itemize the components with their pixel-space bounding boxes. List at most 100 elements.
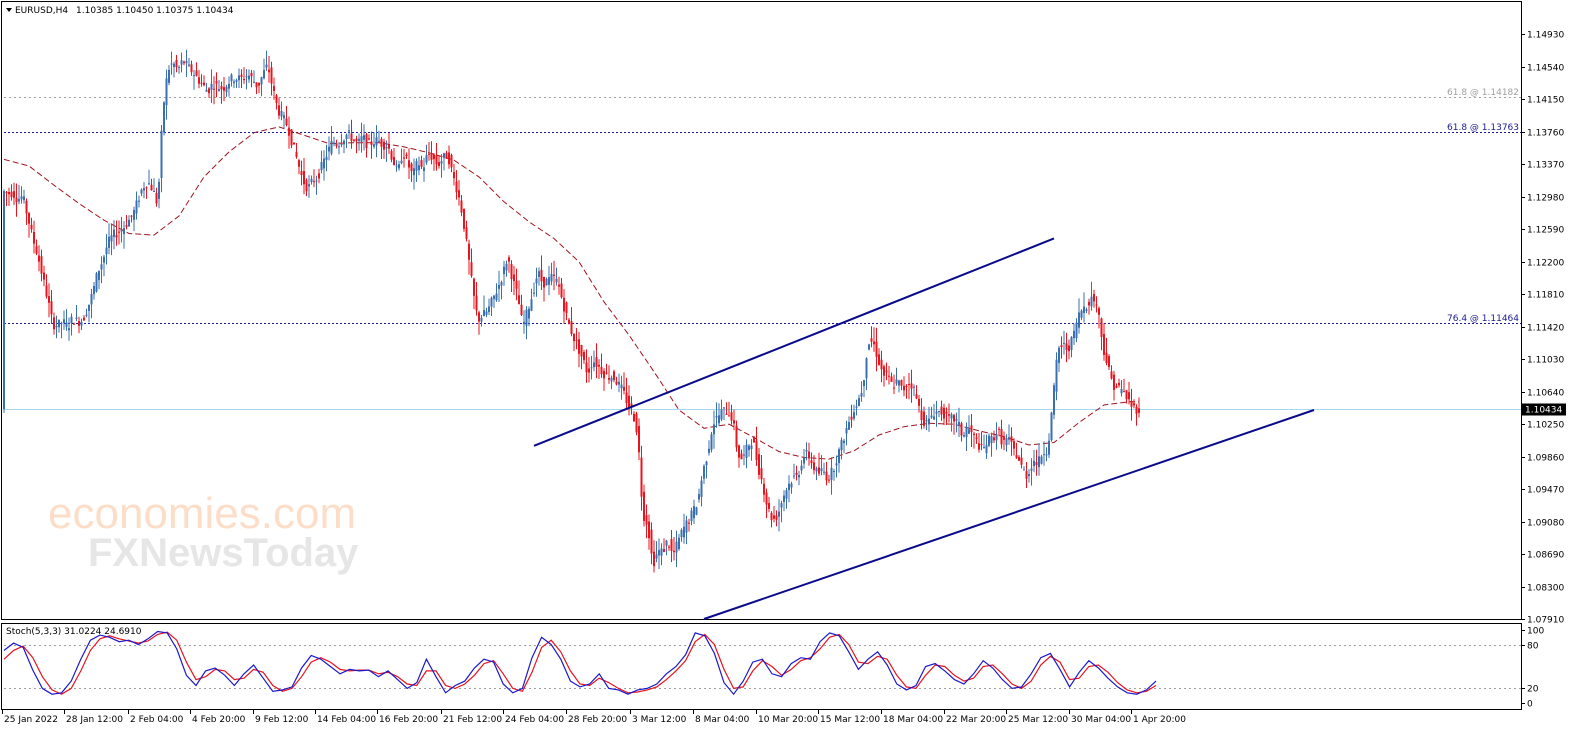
- candle-body: [528, 308, 530, 319]
- candle-body: [998, 428, 1000, 430]
- candle-body: [870, 338, 873, 342]
- candle-body: [1028, 474, 1030, 477]
- candle-body: [260, 77, 263, 85]
- candle-body: [745, 444, 748, 458]
- candle-body: [633, 413, 635, 422]
- candle-body: [523, 321, 525, 325]
- candle-body: [823, 471, 825, 473]
- candle-body: [790, 483, 793, 488]
- candle-body: [23, 196, 25, 201]
- candle-body: [33, 232, 35, 244]
- candle-body: [880, 359, 883, 370]
- candle-body: [210, 83, 213, 90]
- candle-body: [845, 428, 848, 434]
- candle-body: [860, 393, 863, 397]
- candle-body: [143, 188, 145, 191]
- candle-body: [665, 540, 668, 546]
- candle-body: [725, 414, 728, 415]
- candle-body: [950, 414, 953, 419]
- candle-body: [455, 181, 458, 193]
- candle-body: [438, 162, 440, 166]
- candle-body: [395, 165, 398, 167]
- candle-body: [593, 362, 595, 368]
- candle-body: [203, 82, 205, 86]
- candle-body: [418, 165, 420, 171]
- candle-body: [883, 366, 885, 376]
- candle-body: [358, 138, 360, 141]
- trend-channel[interactable]: [533, 237, 1315, 620]
- price-tick-label: 1.11810: [1527, 291, 1564, 301]
- time-tick-label: 15 Mar 12:00: [820, 715, 880, 725]
- candle-body: [285, 118, 288, 125]
- time-tick-label: 24 Feb 04:00: [505, 715, 564, 725]
- candle-body: [1118, 382, 1120, 386]
- candle-body: [118, 231, 120, 233]
- candle-body: [463, 208, 465, 229]
- candle-body: [280, 110, 283, 117]
- candle-body: [1048, 440, 1050, 455]
- candle-body: [798, 475, 800, 478]
- time-tick-label: 28 Jan 12:00: [66, 715, 123, 725]
- candle-body: [48, 296, 50, 303]
- candle-body: [300, 171, 303, 175]
- candle-body: [495, 293, 498, 301]
- candle-body: [775, 515, 778, 520]
- candle-body: [435, 155, 438, 165]
- candle-body: [978, 443, 980, 450]
- candle-body: [1013, 441, 1015, 449]
- candle-body: [350, 133, 353, 141]
- candle-body: [940, 406, 943, 415]
- candle-body: [575, 340, 578, 342]
- candle-body: [783, 495, 785, 502]
- price-tick-label: 1.12200: [1527, 259, 1564, 269]
- price-tick-label: 1.09470: [1527, 486, 1564, 496]
- time-tick-label: 28 Feb 20:00: [568, 715, 627, 725]
- candle-body: [1030, 468, 1033, 471]
- candle-body: [138, 200, 140, 202]
- candle-body: [400, 160, 403, 164]
- candle-body: [923, 411, 925, 426]
- time-tick-label: 25 Jan 2022: [4, 715, 58, 725]
- candle-body: [945, 412, 948, 414]
- candle-body: [83, 317, 85, 321]
- candle-body: [773, 515, 775, 519]
- candle-body: [563, 297, 565, 312]
- candle-body: [785, 490, 788, 499]
- time-tick-label: 16 Feb 20:00: [379, 715, 438, 725]
- candle-body: [113, 229, 115, 237]
- candle-body: [283, 115, 285, 119]
- main-panel-frame: [1, 1, 1522, 620]
- candle-body: [638, 425, 640, 453]
- candle-body: [708, 448, 710, 453]
- candle-body: [223, 87, 225, 91]
- candle-body: [398, 164, 400, 169]
- candle-body: [1045, 454, 1048, 456]
- candle-body: [65, 322, 68, 327]
- candle-body: [748, 445, 750, 451]
- candle-body: [498, 285, 500, 289]
- triangle-down-icon[interactable]: [6, 8, 12, 12]
- candle-body: [428, 153, 430, 155]
- candle-body: [838, 449, 840, 464]
- price-tick-label: 1.13370: [1527, 161, 1564, 171]
- candle-body: [15, 197, 18, 203]
- candle-body: [890, 376, 893, 382]
- candle-body: [253, 81, 255, 83]
- candle-body: [195, 70, 198, 76]
- candle-body: [500, 282, 503, 286]
- candle-body: [183, 61, 185, 64]
- candle-body: [875, 341, 878, 357]
- candle-body: [38, 255, 40, 262]
- watermark-line1: economies.com: [48, 489, 356, 538]
- candle-body: [580, 345, 583, 357]
- candle-body: [153, 191, 155, 192]
- candle-body: [510, 264, 513, 280]
- candle-body: [103, 256, 105, 263]
- candle-body: [55, 325, 58, 328]
- candle-body: [78, 321, 80, 326]
- candle-body: [408, 160, 410, 168]
- candle-body: [410, 163, 413, 171]
- candle-body: [818, 467, 820, 474]
- candle-body: [378, 140, 380, 142]
